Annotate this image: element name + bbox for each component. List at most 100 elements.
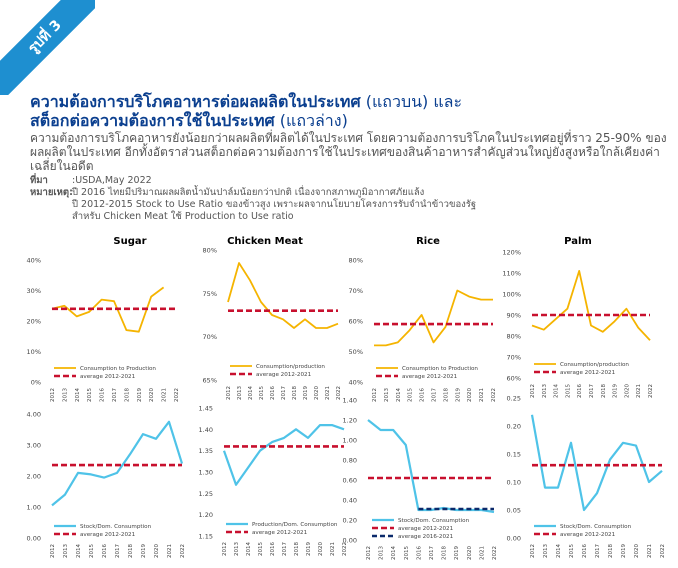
x-tick-label: 2014	[75, 388, 81, 402]
y-tick-label: 1.35	[199, 447, 213, 455]
x-tick-label: 2017	[589, 384, 595, 398]
x-tick-label: 2016	[102, 544, 108, 558]
chart-2: Rice 40% 50% 60% 70% 80% 2012 2013 2014 2015 2016 2…	[349, 236, 497, 402]
series-line	[51, 286, 165, 333]
x-tick-label: 2015	[259, 386, 265, 400]
x-tick-label: 2021	[647, 544, 653, 558]
x-tick-label: 2016	[270, 542, 276, 556]
chart-1: Chicken Meat 65% 70% 75% 80% 2012 2013 2014 2015…	[203, 236, 342, 400]
chart-title: Rice	[416, 236, 440, 247]
y-tick-label: 70%	[349, 287, 363, 295]
x-tick-label: 2016	[100, 388, 106, 402]
note-1: ปี 2016 ไทยมีปริมาณผลผลิตน้ำมันปาล์มน้อย…	[72, 187, 425, 198]
x-tick-label: 2013	[237, 386, 243, 400]
chart-5: 1.15 1.20 1.25 1.30 1.35 1.40 1.45 2012 2013 2014…	[199, 405, 348, 557]
x-tick-label: 2022	[648, 384, 654, 398]
y-tick-label: 0.10	[507, 479, 521, 487]
x-tick-label: 2019	[454, 546, 460, 560]
x-tick-label: 2016	[582, 544, 588, 558]
y-tick-label: 1.20	[199, 511, 213, 519]
x-tick-label: 2022	[180, 544, 186, 558]
x-tick-label: 2016	[270, 386, 276, 400]
y-tick-label: 0.60	[343, 477, 357, 485]
x-tick-label: 2020	[149, 388, 155, 402]
series-line	[227, 262, 339, 329]
x-tick-label: 2013	[62, 388, 68, 402]
y-tick-label: 1.00	[343, 437, 357, 445]
y-tick-label: 70%	[507, 354, 521, 362]
x-tick-label: 2019	[613, 384, 619, 398]
x-tick-label: 2013	[234, 542, 240, 556]
x-tick-label: 2021	[479, 388, 485, 402]
legend-label: average 2012-2021	[252, 530, 308, 536]
x-tick-label: 2015	[569, 544, 575, 558]
x-tick-label: 2016	[420, 388, 426, 402]
x-tick-label: 2021	[325, 386, 331, 400]
chart-6: 0.00 0.20 0.40 0.60 0.80 1.00 1.20 1.40 2012 2013…	[343, 397, 498, 561]
legend-label: Consumption to Production	[80, 366, 156, 372]
chart-title: Sugar	[113, 236, 146, 247]
x-tick-label: 2012	[50, 544, 56, 558]
y-tick-label: 20%	[27, 318, 41, 326]
legend-label: Consumption/production	[560, 362, 629, 368]
x-tick-label: 2018	[608, 544, 614, 558]
x-tick-label: 2018	[124, 388, 130, 402]
chart-3: Palm 60% 70% 80% 90% 100% 110% 120% 2012 2013 2014…	[502, 236, 654, 398]
x-tick-label: 2020	[634, 544, 640, 558]
y-tick-label: 1.45	[199, 405, 213, 413]
series-line	[530, 414, 663, 512]
x-tick-label: 2021	[330, 542, 336, 556]
chart-7: 0.00 0.05 0.10 0.15 0.20 0.25 2012 2013 2014 2015…	[507, 395, 666, 559]
source-text: :USDA,May 2022	[72, 175, 152, 186]
x-tick-label: 2017	[115, 544, 121, 558]
x-tick-label: 2017	[112, 388, 118, 402]
x-tick-label: 2015	[565, 384, 571, 398]
legend-label: Stock/Dom. Consumption	[398, 518, 470, 524]
y-tick-label: 0.20	[507, 423, 521, 431]
x-tick-label: 2018	[292, 386, 298, 400]
x-tick-label: 2012	[366, 546, 372, 560]
y-tick-label: 0.00	[343, 537, 357, 545]
chart-4: 0.00 1.00 2.00 3.00 4.00 2012 2013 2014 2015 2016…	[27, 411, 186, 559]
legend-label: average 2016-2021	[398, 534, 454, 540]
x-tick-label: 2016	[577, 384, 583, 398]
x-tick-label: 2019	[621, 544, 627, 558]
x-tick-label: 2022	[660, 544, 666, 558]
title-line1: ความต้องการบริโภคอาหารต่อผลผลิตในประเทศ	[30, 92, 361, 111]
x-tick-label: 2013	[384, 388, 390, 402]
y-tick-label: 1.20	[343, 417, 357, 425]
series-line	[222, 424, 345, 486]
chart-title: Chicken Meat	[227, 236, 303, 247]
x-tick-label: 2017	[432, 388, 438, 402]
x-tick-label: 2018	[443, 388, 449, 402]
y-tick-label: 80%	[507, 333, 521, 341]
x-tick-label: 2018	[294, 542, 300, 556]
legend-label: average 2012-2021	[398, 526, 454, 532]
x-tick-label: 2017	[595, 544, 601, 558]
series-line	[367, 419, 495, 514]
chart-0: Sugar 0% 10% 20% 30% 40% 2012 2013 2014 2015 2016 2…	[27, 236, 180, 402]
legend-label: average 2012-2021	[80, 532, 136, 538]
x-tick-label: 2013	[379, 546, 385, 560]
y-tick-label: 0.25	[507, 395, 521, 403]
figure-notes: ที่มา:USDA,May 2022 หมายเหตุ: ปี 2016 ไทย…	[30, 175, 670, 223]
x-tick-label: 2012	[530, 544, 536, 558]
y-tick-label: 0.05	[507, 507, 521, 515]
x-tick-label: 2019	[306, 542, 312, 556]
y-tick-label: 65%	[203, 377, 217, 385]
x-tick-label: 2021	[167, 544, 173, 558]
x-tick-label: 2014	[246, 542, 252, 556]
y-tick-label: 70%	[203, 333, 217, 341]
x-tick-label: 2020	[318, 542, 324, 556]
x-tick-label: 2020	[154, 544, 160, 558]
x-tick-label: 2015	[258, 542, 264, 556]
x-tick-label: 2012	[50, 388, 56, 402]
x-tick-label: 2022	[342, 542, 348, 556]
y-tick-label: 80%	[349, 257, 363, 265]
y-tick-label: 1.40	[343, 397, 357, 405]
y-tick-label: 90%	[507, 312, 521, 320]
y-tick-label: 40%	[27, 257, 41, 265]
x-tick-label: 2017	[429, 546, 435, 560]
x-tick-label: 2022	[492, 546, 498, 560]
